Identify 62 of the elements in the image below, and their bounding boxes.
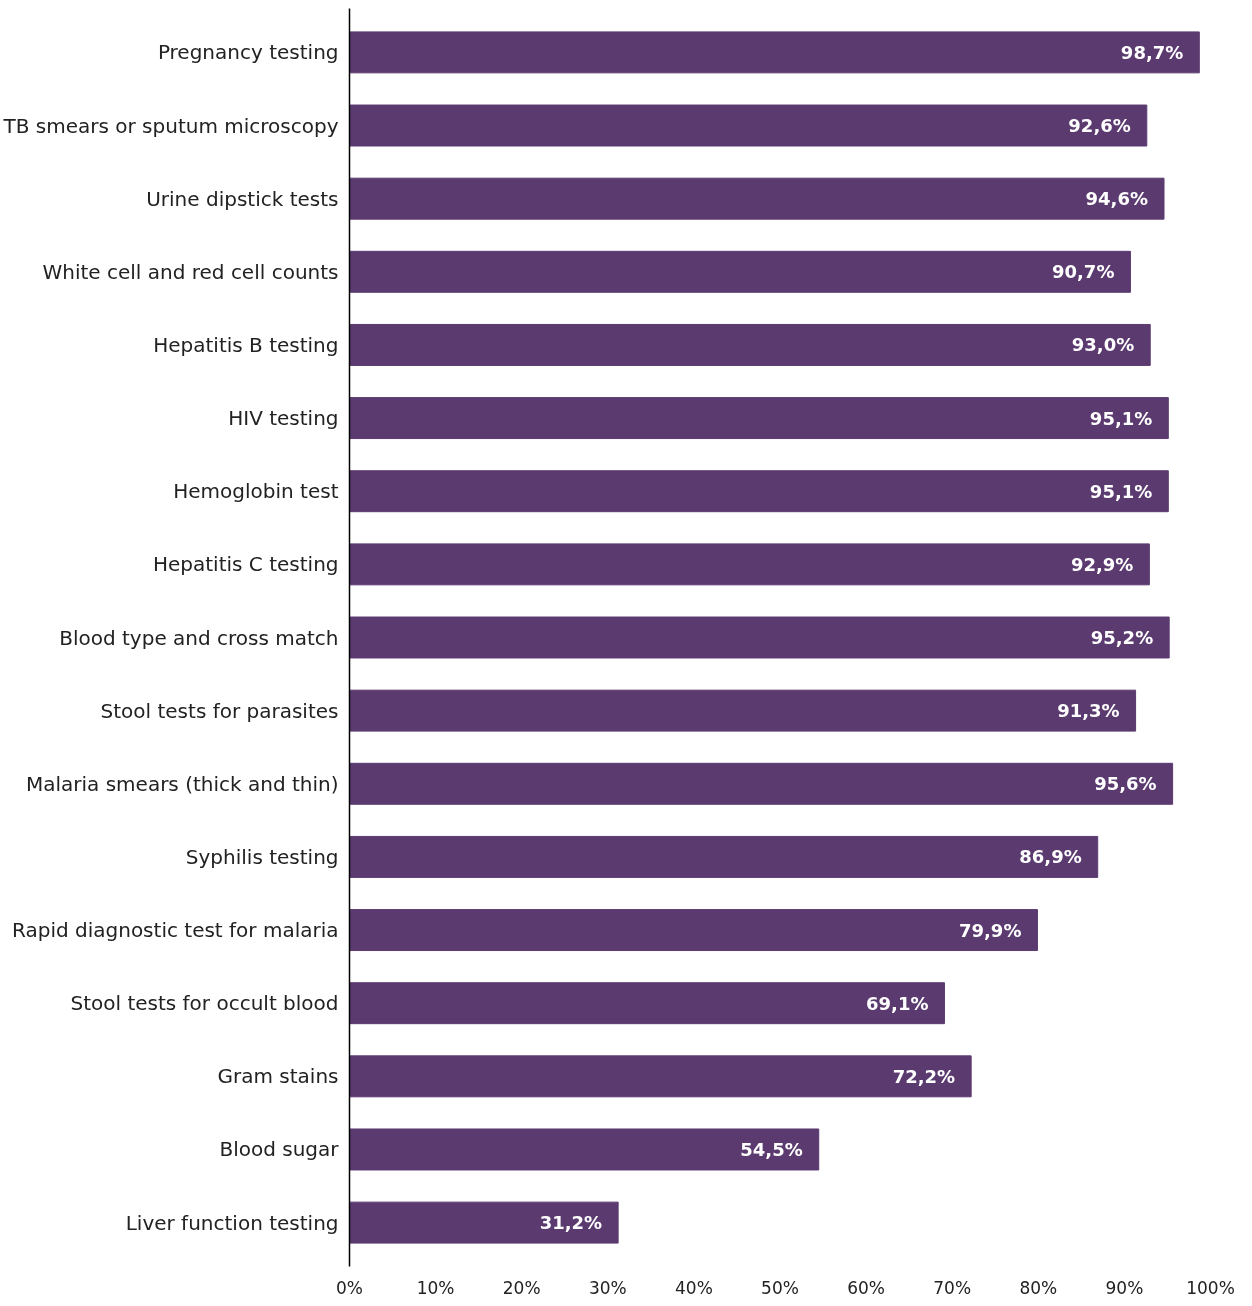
- data-label: 86,9%: [1019, 846, 1082, 868]
- bar: [349, 177, 1165, 220]
- y-tick-label: Rapid diagnostic test for malaria: [11, 918, 339, 943]
- bar: [349, 1128, 820, 1171]
- y-tick-label: Blood sugar: [219, 1137, 340, 1162]
- y-tick-label: HIV testing: [228, 406, 339, 431]
- y-tick-label: Pregnancy testing: [157, 40, 339, 65]
- bar: [349, 689, 1137, 732]
- data-label: 92,6%: [1068, 115, 1131, 137]
- y-tick-label: Urine dipstick tests: [146, 186, 339, 211]
- data-label: 98,7%: [1120, 41, 1184, 63]
- data-label: 54,5%: [740, 1138, 803, 1160]
- data-label: 95,2%: [1090, 627, 1154, 648]
- y-tick-label: Hemoglobin test: [173, 479, 339, 504]
- bar: [349, 1201, 619, 1244]
- data-label: 92,9%: [1070, 553, 1134, 575]
- data-label: 90,7%: [1051, 261, 1115, 283]
- data-label: 72,2%: [892, 1065, 956, 1087]
- bar: [349, 470, 1169, 513]
- bar: [349, 104, 1148, 147]
- data-label: 95,6%: [1094, 773, 1157, 795]
- x-tick-label: 80%: [1019, 1277, 1058, 1298]
- data-label: 91,3%: [1057, 700, 1120, 722]
- x-tick-label: 30%: [588, 1277, 627, 1298]
- bar: [349, 982, 945, 1025]
- x-tick-label: 70%: [933, 1277, 972, 1298]
- data-label: 31,2%: [539, 1212, 603, 1234]
- data-label: 69,1%: [866, 992, 929, 1014]
- x-tick-label: 0%: [336, 1277, 363, 1298]
- bar: [349, 31, 1200, 74]
- y-tick-label: Stool tests for parasites: [100, 698, 339, 723]
- data-label: 94,6%: [1085, 188, 1149, 210]
- bar: [349, 543, 1150, 586]
- data-label: 93,0%: [1071, 334, 1135, 356]
- x-tick-label: 100%: [1186, 1277, 1235, 1298]
- x-tick-label: 50%: [761, 1277, 799, 1298]
- y-tick-label: Syphilis testing: [185, 844, 339, 869]
- y-tick-label: Hepatitis C testing: [152, 552, 339, 577]
- x-tick-label: 20%: [502, 1277, 541, 1298]
- y-tick-label: Stool tests for occult blood: [70, 991, 339, 1016]
- x-tick-label: 90%: [1105, 1277, 1144, 1298]
- bar: [349, 250, 1131, 293]
- bar: [349, 323, 1151, 366]
- bar: [349, 909, 1038, 952]
- y-tick-label: White cell and red cell counts: [42, 259, 339, 284]
- x-tick-label: 60%: [847, 1277, 885, 1298]
- data-label: 95,1%: [1089, 480, 1153, 502]
- data-label: 95,1%: [1089, 407, 1153, 429]
- y-tick-label: TB smears or sputum microscopy: [2, 113, 339, 138]
- bar: [349, 397, 1169, 440]
- data-label: 79,9%: [958, 919, 1022, 941]
- y-tick-label: Gram stains: [217, 1064, 339, 1089]
- bar: [349, 762, 1174, 805]
- bar: [349, 835, 1099, 878]
- x-tick-label: 10%: [416, 1277, 455, 1298]
- bar: [349, 1055, 972, 1098]
- y-tick-label: Hepatitis B testing: [153, 332, 339, 357]
- y-tick-label: Liver function testing: [125, 1210, 339, 1235]
- x-tick-label: 40%: [675, 1277, 713, 1298]
- bar: [349, 616, 1170, 659]
- y-tick-label: Malaria smears (thick and thin): [25, 771, 339, 796]
- y-tick-label: Blood type and cross match: [59, 625, 339, 650]
